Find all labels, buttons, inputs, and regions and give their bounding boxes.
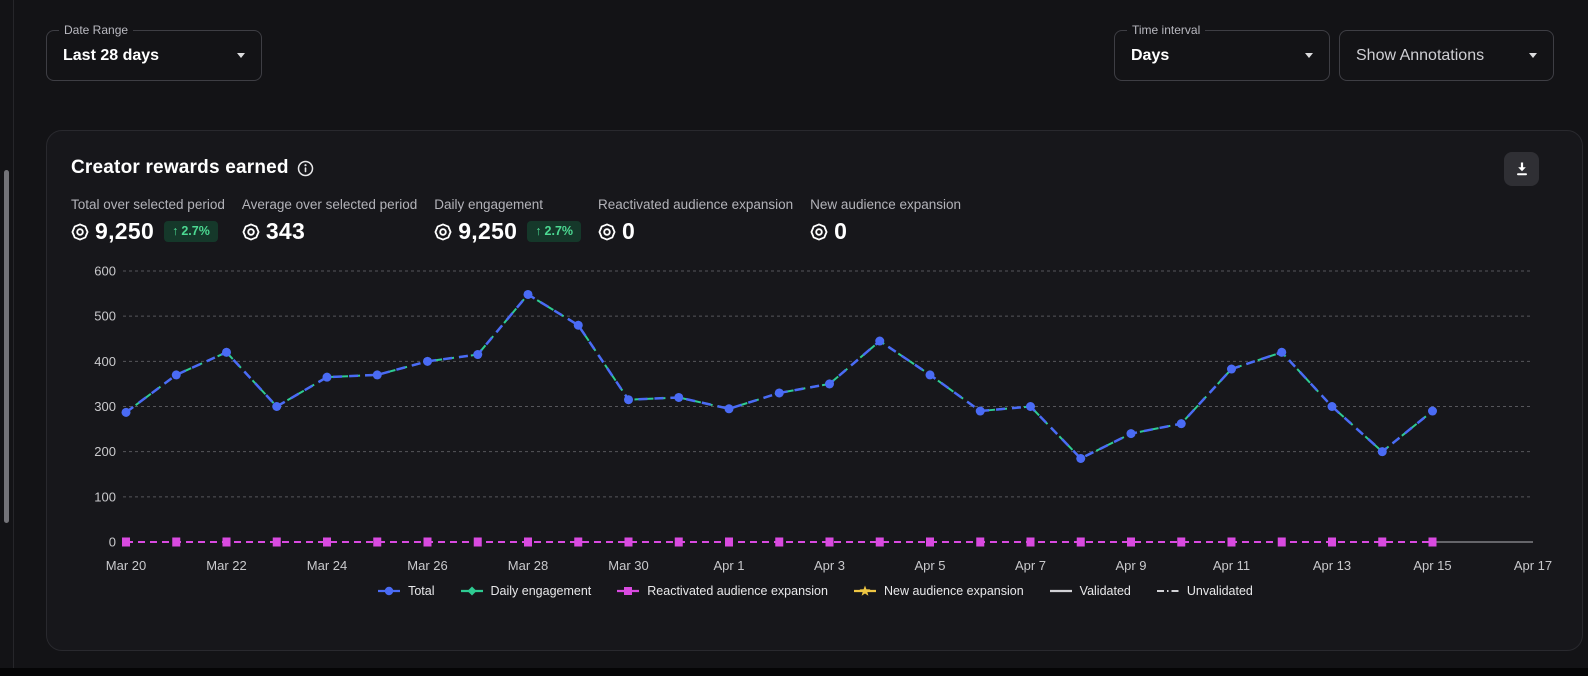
download-icon xyxy=(1516,162,1527,176)
legend-item-line[interactable]: Validated xyxy=(1048,584,1131,598)
left-scrollbar-thumb[interactable] xyxy=(4,170,9,523)
stat-daily-engagement: Daily engagement 9,250 ↑ 2.7% xyxy=(434,196,582,245)
stats-row: Total over selected period 9,250 ↑ 2.7% A… xyxy=(47,196,1582,245)
annotations-dropdown[interactable]: Show Annotations xyxy=(1339,30,1554,81)
svg-text:Apr 3: Apr 3 xyxy=(814,558,845,573)
svg-text:Mar 26: Mar 26 xyxy=(407,558,447,573)
card-title: Creator rewards earned xyxy=(71,157,289,178)
line-marker-icon xyxy=(1049,589,1072,593)
stat-value: 0 xyxy=(622,218,636,244)
svg-text:Mar 30: Mar 30 xyxy=(608,558,648,573)
left-divider xyxy=(13,0,14,676)
stat-total: Total over selected period 9,250 ↑ 2.7% xyxy=(71,196,225,245)
time-interval-value: Days xyxy=(1131,46,1170,64)
chart-legend: Total Daily engagement Reactivated audienc… xyxy=(47,584,1582,598)
stat-new-audience: New audience expansion 0 xyxy=(810,196,961,245)
date-range-label: Date Range xyxy=(59,23,134,37)
up-arrow-icon: ↑ xyxy=(535,224,542,238)
svg-text:Mar 28: Mar 28 xyxy=(508,558,548,573)
svg-text:100: 100 xyxy=(94,489,116,504)
dashline-marker-icon xyxy=(1156,590,1179,592)
svg-text:200: 200 xyxy=(94,444,116,459)
legend-item-square[interactable]: Reactivated audience expansion xyxy=(615,584,828,598)
svg-text:Apr 9: Apr 9 xyxy=(1115,558,1146,573)
svg-text:Apr 15: Apr 15 xyxy=(1413,558,1451,573)
stat-label: New audience expansion xyxy=(810,197,962,212)
coin-icon xyxy=(810,223,828,241)
stat-label: Total over selected period xyxy=(71,197,225,212)
delta-value: 2.7% xyxy=(181,224,210,238)
svg-text:Apr 7: Apr 7 xyxy=(1015,558,1046,573)
legend-item-circle[interactable]: Total xyxy=(376,584,435,598)
stat-value: 9,250 xyxy=(458,218,518,244)
svg-text:Mar 22: Mar 22 xyxy=(206,558,246,573)
svg-text:600: 600 xyxy=(94,264,116,279)
chart-area: 0 100 200 300 400 500 600 Mar 20 Mar 22 Mar 24 Mar… xyxy=(47,259,1582,582)
legend-label: Daily engagement xyxy=(490,584,592,598)
svg-text:Apr 5: Apr 5 xyxy=(914,558,945,573)
stat-reactivated: Reactivated audience expansion 0 xyxy=(598,196,793,245)
creator-rewards-card: Creator rewards earned Total over select… xyxy=(46,130,1583,651)
date-range-value: Last 28 days xyxy=(63,46,160,64)
svg-text:Apr 1: Apr 1 xyxy=(713,558,744,573)
time-interval-dropdown[interactable]: Time interval Days xyxy=(1114,23,1330,81)
up-arrow-icon: ↑ xyxy=(172,224,179,238)
legend-label: Validated xyxy=(1079,584,1131,598)
legend-item-star[interactable]: New audience expansion xyxy=(852,584,1024,598)
legend-item-diamond[interactable]: Daily engagement xyxy=(459,584,592,598)
chevron-down-icon xyxy=(237,53,245,58)
circle-marker-icon xyxy=(378,586,401,596)
diamond-marker-icon xyxy=(460,586,483,596)
svg-text:Apr 17: Apr 17 xyxy=(1514,558,1552,573)
legend-label: Reactivated audience expansion xyxy=(647,584,828,598)
coin-icon xyxy=(598,223,616,241)
annotations-value: Show Annotations xyxy=(1356,46,1485,64)
stat-label: Daily engagement xyxy=(434,197,544,212)
legend-label: Unvalidated xyxy=(1186,584,1253,598)
stat-value: 9,250 xyxy=(95,218,155,244)
svg-text:Mar 24: Mar 24 xyxy=(307,558,347,573)
delta-badge: ↑ 2.7% xyxy=(164,221,218,242)
delta-badge: ↑ 2.7% xyxy=(527,221,582,242)
delta-value: 2.7% xyxy=(544,224,574,238)
legend-label: Total xyxy=(408,584,435,598)
stat-average: Average over selected period 343 xyxy=(242,196,417,245)
svg-text:Apr 11: Apr 11 xyxy=(1213,558,1250,573)
card-header: Creator rewards earned xyxy=(47,131,1582,186)
svg-text:Mar 20: Mar 20 xyxy=(106,558,146,573)
svg-text:300: 300 xyxy=(94,399,116,414)
star-marker-icon xyxy=(853,585,876,596)
chevron-down-icon xyxy=(1305,53,1313,58)
square-marker-icon xyxy=(617,587,640,595)
coin-icon xyxy=(71,223,89,241)
svg-text:Apr 13: Apr 13 xyxy=(1313,558,1351,573)
chevron-down-icon xyxy=(1529,53,1537,58)
stat-label: Reactivated audience expansion xyxy=(598,197,794,212)
stat-value: 0 xyxy=(834,218,848,244)
svg-text:400: 400 xyxy=(94,354,116,369)
coin-icon xyxy=(242,223,260,241)
info-icon[interactable] xyxy=(297,160,314,177)
svg-text:0: 0 xyxy=(109,535,116,550)
time-interval-label: Time interval xyxy=(1127,23,1206,37)
rewards-chart[interactable]: 0 100 200 300 400 500 600 Mar 20 Mar 22 Mar 24 Mar… xyxy=(71,259,1560,577)
coin-icon xyxy=(434,223,452,241)
date-range-dropdown[interactable]: Date Range Last 28 days xyxy=(46,23,262,81)
download-button[interactable] xyxy=(1504,152,1539,186)
stat-label: Average over selected period xyxy=(241,197,418,212)
svg-text:500: 500 xyxy=(94,309,116,324)
bottom-strip xyxy=(0,668,1588,676)
stat-value: 343 xyxy=(265,218,306,244)
legend-label: New audience expansion xyxy=(883,584,1024,598)
legend-item-dashline[interactable]: Unvalidated xyxy=(1155,584,1253,598)
